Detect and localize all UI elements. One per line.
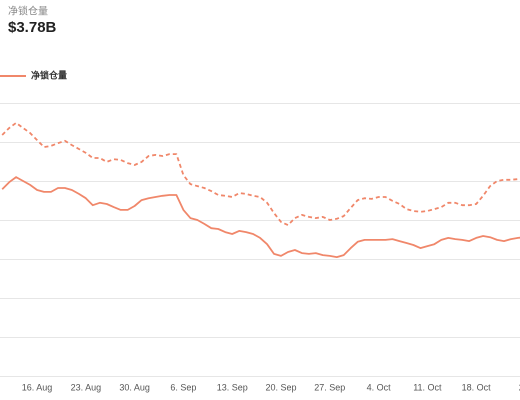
- x-tick-label: 13. Sep: [217, 382, 248, 392]
- x-tick-label: 30. Aug: [119, 382, 150, 392]
- x-tick-label: 6. Sep: [170, 382, 196, 392]
- series-line: [1, 176, 520, 258]
- chart-title: 净锁仓量: [8, 5, 48, 18]
- x-tick-label: 23. Aug: [71, 382, 102, 392]
- x-tick-label: 18. Oct: [462, 382, 492, 392]
- x-tick-label: 4. Oct: [367, 382, 392, 392]
- x-tick-label: 25.: [519, 382, 520, 392]
- plot-area: 16. Aug 23. Aug 30. Aug 6. Sep 13. Sep 20. Se…: [0, 103, 520, 392]
- x-tick-label: 16. Aug: [22, 382, 53, 392]
- series-line: [1, 122, 520, 226]
- x-tick-label: 11. Oct: [413, 382, 442, 392]
- current-value: $3.78B: [8, 19, 57, 36]
- legend: 净锁仓量: [0, 69, 67, 80]
- x-tick-label: 20. Sep: [265, 382, 296, 392]
- x-tick-label: 27. Sep: [314, 382, 345, 392]
- legend-label: 净锁仓量: [31, 69, 67, 80]
